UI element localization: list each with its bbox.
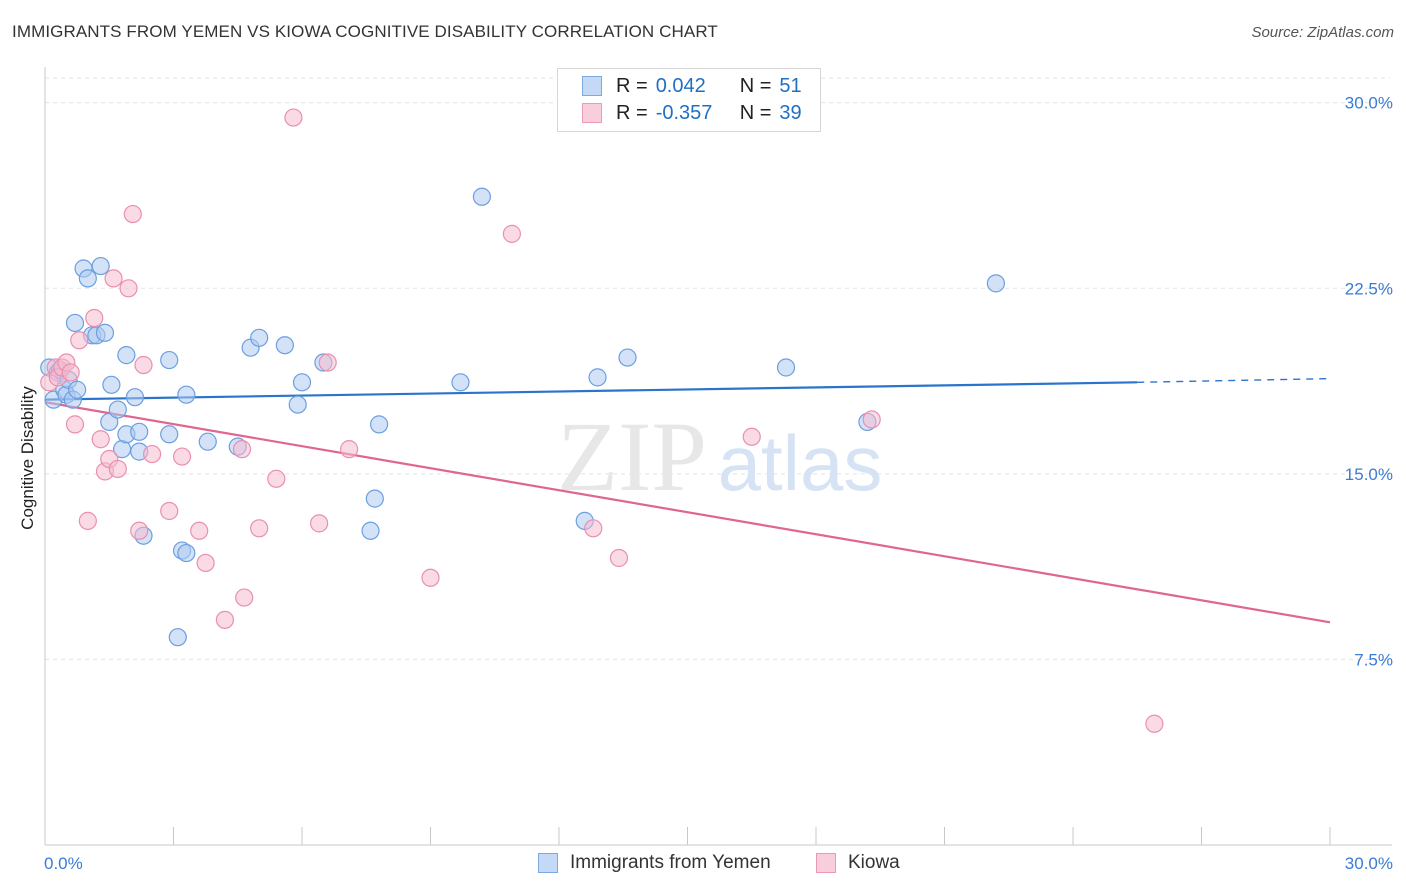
point-yemen bbox=[68, 380, 87, 399]
x-tick-label: 0.0% bbox=[44, 854, 83, 873]
y-tick-label: 30.0% bbox=[1345, 94, 1393, 113]
point-kiowa bbox=[196, 553, 215, 573]
point-yemen bbox=[618, 348, 637, 367]
point-yemen bbox=[776, 358, 796, 377]
point-yemen bbox=[95, 323, 115, 342]
point-kiowa bbox=[172, 447, 192, 466]
point-yemen bbox=[292, 373, 312, 392]
legend-n-value-yemen: 51 bbox=[779, 74, 802, 97]
legend-row-kiowa: R = -0.357 N = 39 bbox=[582, 101, 802, 125]
point-kiowa bbox=[235, 588, 254, 607]
point-kiowa bbox=[742, 427, 761, 446]
point-yemen bbox=[472, 187, 491, 206]
point-kiowa bbox=[119, 279, 138, 298]
point-kiowa bbox=[310, 514, 329, 533]
point-kiowa bbox=[130, 521, 149, 540]
point-yemen bbox=[108, 400, 127, 419]
point-yemen bbox=[198, 432, 217, 451]
point-kiowa bbox=[134, 355, 153, 375]
point-kiowa bbox=[61, 363, 80, 382]
point-kiowa bbox=[340, 440, 359, 459]
point-yemen bbox=[160, 425, 179, 444]
point-kiowa bbox=[584, 519, 603, 538]
watermark-atlas: atlas bbox=[718, 419, 883, 507]
point-yemen bbox=[91, 256, 110, 276]
point-kiowa bbox=[232, 440, 252, 459]
point-yemen bbox=[275, 336, 294, 355]
legend-n-value-kiowa: 39 bbox=[779, 101, 802, 124]
y-tick-label: 15.0% bbox=[1345, 465, 1393, 484]
y-tick-label: 22.5% bbox=[1345, 279, 1393, 298]
series-name-yemen: Immigrants from Yemen bbox=[570, 852, 771, 873]
legend-r-value-yemen: 0.042 bbox=[655, 74, 706, 97]
legend-r-label: R = bbox=[616, 101, 648, 124]
point-yemen bbox=[288, 395, 307, 414]
legend-r-value-kiowa: -0.357 bbox=[655, 101, 713, 124]
point-kiowa bbox=[104, 269, 123, 288]
point-yemen bbox=[100, 412, 119, 432]
series-swatch-kiowa bbox=[816, 853, 836, 873]
point-yemen bbox=[117, 346, 136, 365]
point-kiowa bbox=[284, 108, 303, 127]
x-tick-label: 30.0% bbox=[1345, 854, 1393, 873]
legend-n-label: N = bbox=[739, 74, 772, 97]
point-yemen bbox=[986, 274, 1006, 293]
point-kiowa bbox=[190, 521, 209, 540]
point-yemen bbox=[160, 350, 179, 370]
point-yemen bbox=[168, 628, 187, 647]
point-kiowa bbox=[421, 568, 440, 587]
point-kiowa bbox=[142, 444, 162, 464]
point-yemen bbox=[365, 489, 384, 508]
watermark: ZIP atlas bbox=[557, 401, 882, 512]
point-kiowa bbox=[250, 519, 269, 538]
point-yemen bbox=[177, 543, 196, 563]
point-yemen bbox=[361, 521, 380, 540]
point-kiowa bbox=[78, 511, 97, 530]
point-kiowa bbox=[160, 501, 179, 521]
legend-swatch-yemen bbox=[582, 76, 602, 96]
series-name-kiowa: Kiowa bbox=[848, 852, 900, 873]
trend-line-kiowa bbox=[44, 401, 1331, 624]
point-kiowa bbox=[123, 204, 142, 224]
legend-r-label: R = bbox=[616, 74, 648, 97]
legend-n-label: N = bbox=[739, 101, 772, 124]
point-kiowa bbox=[91, 430, 110, 449]
point-kiowa bbox=[609, 548, 629, 568]
series-legend-kiowa: Kiowa bbox=[816, 852, 900, 874]
point-yemen bbox=[102, 375, 121, 394]
point-kiowa bbox=[318, 353, 337, 372]
legend-swatch-kiowa bbox=[582, 103, 602, 123]
point-kiowa bbox=[70, 331, 89, 350]
point-yemen bbox=[250, 328, 269, 347]
series-swatch-yemen bbox=[538, 853, 558, 873]
chart-title: IMMIGRANTS FROM YEMEN VS KIOWA COGNITIVE… bbox=[12, 22, 718, 41]
point-kiowa bbox=[215, 610, 234, 629]
point-yemen bbox=[78, 269, 97, 288]
point-kiowa bbox=[862, 410, 881, 429]
trend-line-yemen bbox=[44, 381, 1138, 401]
point-kiowa bbox=[85, 308, 104, 328]
point-yemen bbox=[177, 385, 196, 404]
point-yemen bbox=[370, 415, 389, 434]
point-yemen bbox=[125, 388, 145, 407]
legend-row-yemen: R = 0.042 N = 51 bbox=[582, 74, 802, 98]
y-axis-label: Cognitive Disability bbox=[18, 386, 37, 530]
series-legend-yemen: Immigrants from Yemen bbox=[538, 852, 771, 874]
point-kiowa bbox=[267, 469, 286, 488]
correlation-legend: R = 0.042 N = 51 R = -0.357 N = 39 bbox=[557, 68, 821, 132]
y-tick-label: 7.5% bbox=[1354, 650, 1393, 669]
point-kiowa bbox=[1145, 714, 1164, 733]
point-kiowa bbox=[108, 459, 127, 479]
watermark-zip: ZIP bbox=[557, 401, 707, 512]
point-yemen bbox=[588, 368, 607, 387]
point-yemen bbox=[65, 313, 85, 333]
point-yemen bbox=[130, 422, 149, 441]
point-kiowa bbox=[65, 415, 85, 434]
trend-line-extension-yemen bbox=[1137, 377, 1331, 384]
point-kiowa bbox=[502, 224, 521, 243]
point-yemen bbox=[451, 373, 470, 392]
source-label: Source: ZipAtlas.com bbox=[1251, 24, 1394, 41]
